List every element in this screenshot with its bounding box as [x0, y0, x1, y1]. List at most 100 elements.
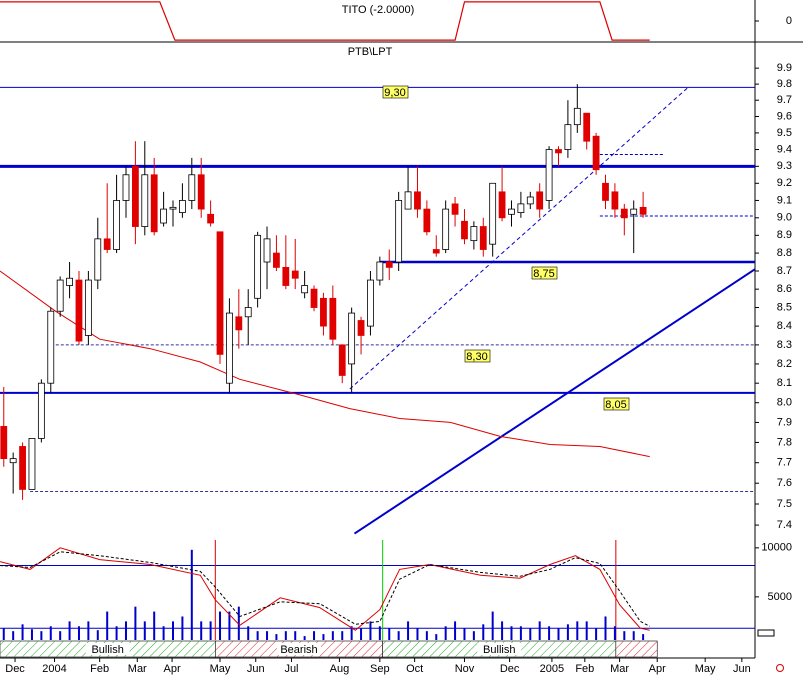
candle-body — [56, 279, 64, 312]
candle-body — [470, 226, 478, 242]
y-tick-label: 8.9 — [777, 229, 792, 241]
volume-bar — [266, 631, 269, 640]
candle-body — [150, 174, 158, 233]
x-tick-label: Jul — [284, 663, 298, 675]
candle-body — [47, 310, 55, 384]
volume-bar — [153, 611, 156, 640]
volume-bar — [613, 626, 616, 640]
x-tick-label: Apr — [649, 663, 666, 675]
indicator-line — [0, 1, 650, 41]
volume-bar — [322, 634, 325, 640]
candle-body — [620, 208, 628, 219]
volume-bar — [425, 631, 428, 640]
y-tick-label: 7.5 — [777, 498, 792, 510]
volume-bar — [623, 631, 626, 640]
trend-line — [353, 268, 755, 535]
y-tick-label: 7.6 — [777, 477, 792, 489]
trend-line — [349, 86, 689, 390]
candle-body — [103, 238, 111, 250]
y-tick-label: 8.3 — [777, 339, 792, 351]
candle-body — [498, 191, 506, 219]
volume-plot — [0, 540, 755, 640]
volume-bar — [40, 631, 43, 640]
volume-bar — [407, 621, 410, 640]
annotation-box — [382, 85, 409, 99]
volume-bar — [576, 621, 579, 640]
y-tick-label: 9.4 — [777, 143, 792, 155]
candle-body — [226, 312, 233, 384]
candle-body — [0, 426, 8, 460]
signal-label: Bullish — [483, 644, 515, 656]
candle-body — [9, 458, 17, 464]
price-plot — [0, 84, 755, 535]
candle-body — [329, 297, 337, 340]
volume-bar — [181, 616, 184, 640]
volume-bar — [2, 628, 5, 640]
volume-bar — [350, 626, 353, 640]
candle-body — [461, 220, 468, 240]
volume-bar — [21, 624, 24, 640]
x-tick-label: May — [695, 663, 716, 675]
candle-body — [254, 234, 262, 299]
candle-body — [310, 288, 318, 308]
volume-bar — [134, 606, 137, 640]
volume-bar — [237, 606, 240, 640]
volume-bar — [548, 626, 551, 640]
annotation-box — [464, 349, 491, 363]
volume-bar — [529, 628, 532, 640]
candle-body — [291, 270, 299, 279]
volume-bar — [284, 631, 287, 640]
candle-body — [517, 203, 525, 213]
candle-body — [611, 191, 619, 210]
y-tick-label: 8.8 — [777, 247, 792, 259]
volume-bar — [228, 611, 231, 640]
candle-body — [526, 196, 534, 205]
volume-bar — [472, 631, 475, 640]
x-tick-label: Mar — [610, 663, 629, 675]
y-tick-label: 9.1 — [777, 194, 792, 206]
volume-bar — [360, 628, 363, 640]
x-tick-label: Feb — [575, 663, 594, 675]
candle-body — [630, 208, 638, 215]
candle-body — [179, 200, 186, 213]
volume-bar — [219, 611, 222, 640]
volume-bar — [585, 621, 588, 640]
candle-body — [376, 261, 384, 281]
x-tick-label: Apr — [163, 663, 180, 675]
candle-body — [489, 182, 497, 245]
annotation: 8,75 — [533, 268, 554, 280]
y-tick-label: 8.4 — [777, 320, 792, 332]
y-tick-label: 9.6 — [777, 110, 792, 122]
candle-body — [207, 213, 215, 224]
y-tick-label: 9.8 — [777, 78, 792, 90]
volume-bar — [454, 621, 457, 640]
volume-bar — [566, 624, 569, 640]
candle-body — [28, 438, 36, 490]
x-tick-label: Sep — [370, 663, 390, 675]
signal-label-bg — [276, 643, 321, 655]
volume-bar — [115, 626, 118, 640]
volume-bar — [106, 611, 109, 640]
candle-body — [423, 208, 431, 233]
x-tick-label: Oct — [406, 663, 423, 675]
oscillator-line — [0, 551, 650, 627]
y-tick-label: 7.7 — [777, 457, 792, 469]
candle-body — [348, 312, 356, 365]
signal-label-bg — [85, 643, 130, 655]
volume-bar — [256, 631, 259, 640]
candle-body — [160, 208, 167, 224]
volume-bar — [482, 624, 485, 640]
y-tick-label: 8.5 — [777, 301, 792, 313]
icon[interactable] — [776, 664, 784, 672]
y-tick-label: 10000 — [761, 542, 792, 554]
volume-bar — [491, 611, 494, 640]
moving-average — [0, 270, 650, 458]
candle-body — [395, 200, 403, 263]
volume-bar — [397, 631, 400, 640]
candle-body — [263, 238, 271, 263]
candle-body — [216, 231, 224, 355]
candle-body — [75, 279, 83, 342]
volume-bar — [444, 626, 447, 640]
candle-body — [602, 182, 609, 201]
candle-body — [573, 107, 581, 126]
